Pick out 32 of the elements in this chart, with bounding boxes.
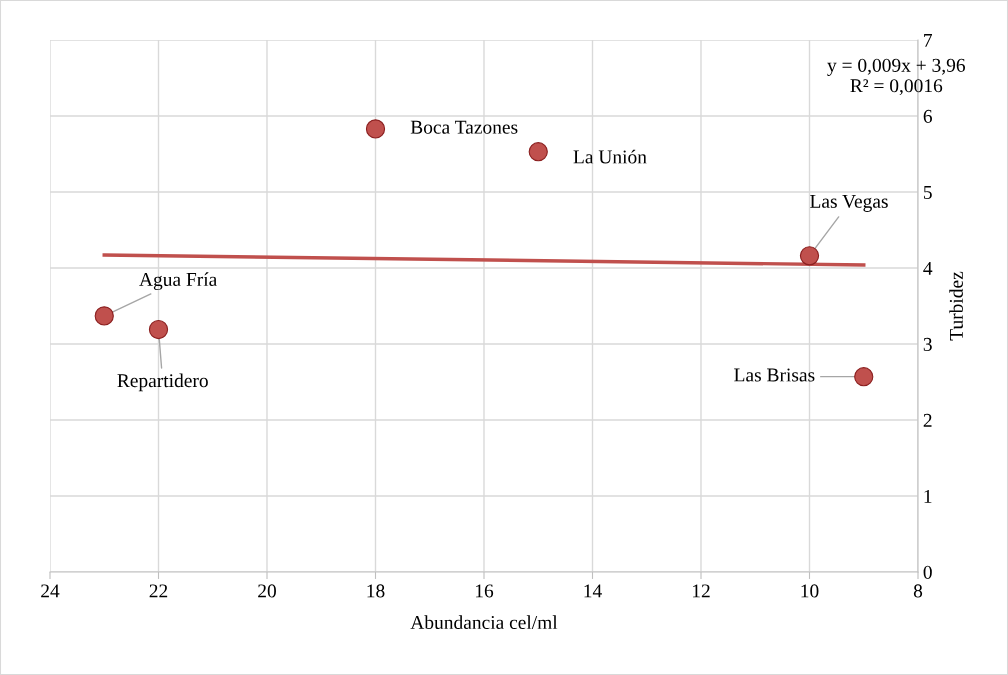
x-tick-label: 16 <box>475 584 494 598</box>
point <box>799 246 820 266</box>
y-tick-label: 6 <box>923 109 932 123</box>
point <box>528 142 548 162</box>
y-tick-label: 0 <box>923 565 932 579</box>
annotation: Repartidero <box>117 373 208 392</box>
y-tick-label: 5 <box>923 186 932 199</box>
y-tick-label: 7 <box>924 34 933 47</box>
x-tick-label: 18 <box>367 584 385 598</box>
annotation: Agua Fría <box>139 272 218 291</box>
annotation: La Unión <box>573 149 647 164</box>
y-tick-label: 4 <box>923 261 933 275</box>
x-tick-label: 12 <box>692 584 710 598</box>
point <box>94 306 114 326</box>
x-tick-label: 20 <box>258 584 276 598</box>
annotation: Las Vegas <box>810 194 888 212</box>
y-tick-label: 1 <box>924 489 932 503</box>
y-tick-label: 3 <box>923 337 932 351</box>
x-tick-label: 24 <box>41 584 60 598</box>
annotation: y = 0,009x + 3,96 R² = 0,0016 <box>827 58 966 96</box>
annotation: Las Brisas <box>734 368 815 382</box>
x-tick-label: 22 <box>149 584 168 598</box>
annotation: Boca Tazones <box>410 120 518 134</box>
x-tick-label: 10 <box>801 584 819 598</box>
point <box>854 367 874 387</box>
point <box>148 319 169 340</box>
y-axis-title: Turbidez <box>949 271 963 341</box>
y-tick-label: 2 <box>923 413 932 427</box>
x-axis-title: Abundancia cel/ml <box>410 615 558 630</box>
point <box>365 119 386 139</box>
x-tick-label: 14 <box>584 584 602 598</box>
x-tick-label: 8 <box>913 584 923 598</box>
